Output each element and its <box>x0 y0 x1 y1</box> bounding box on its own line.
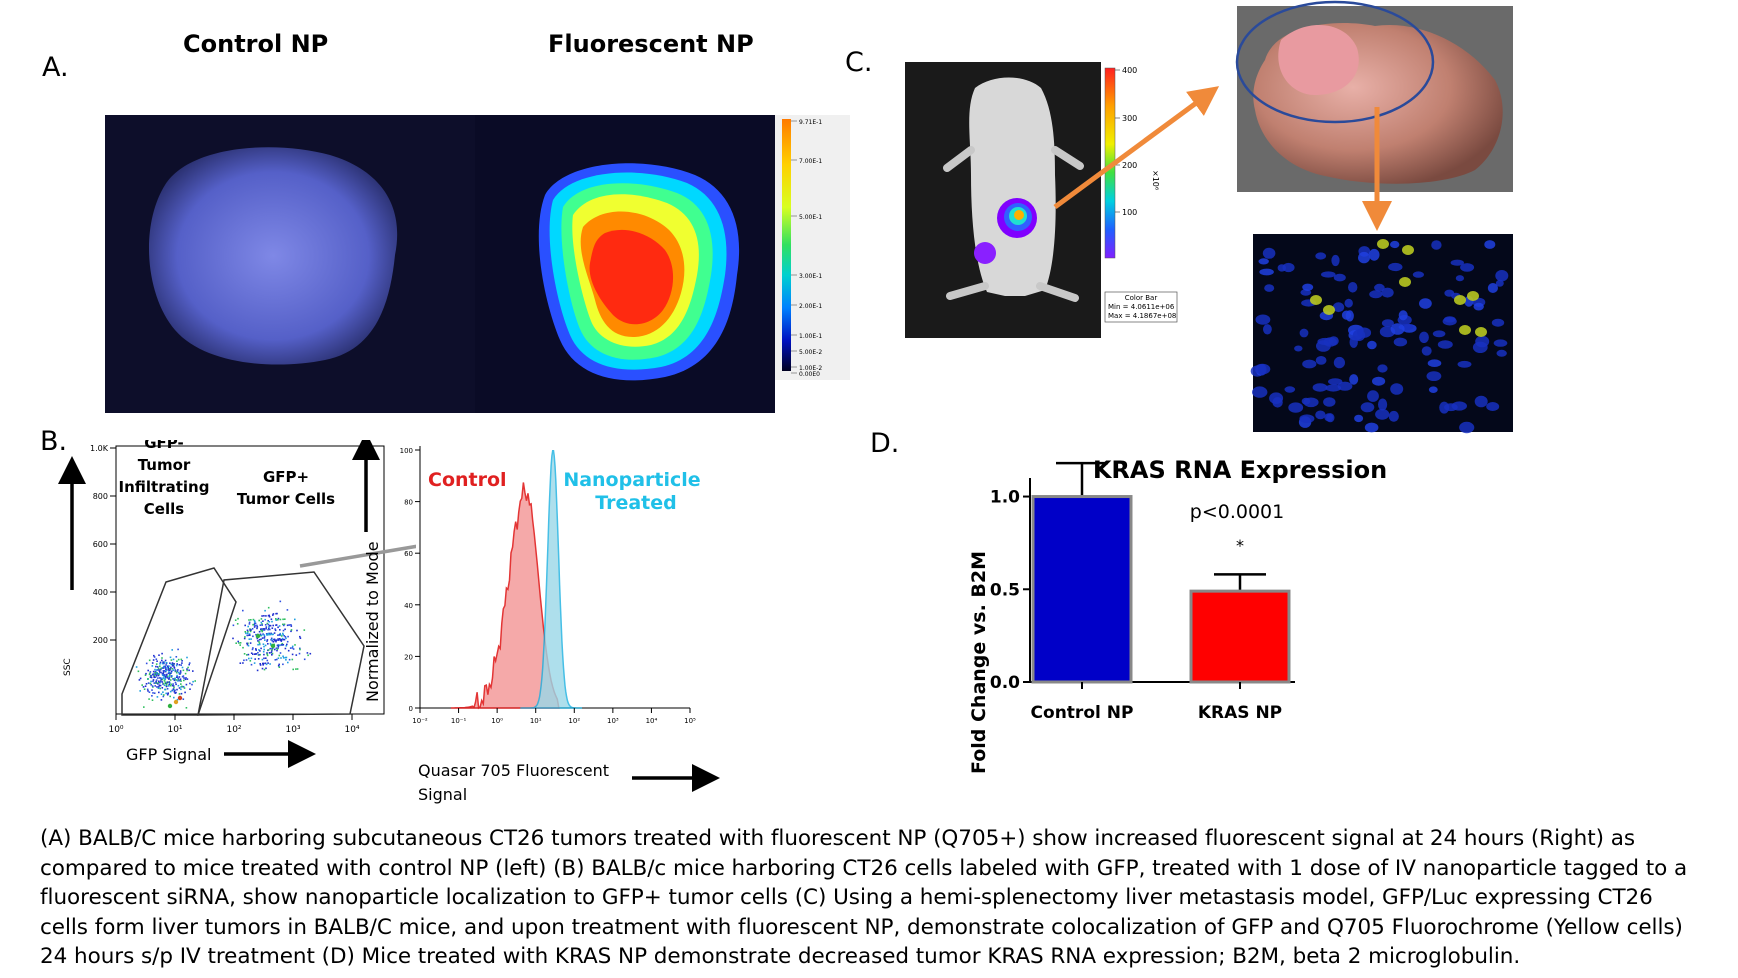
chart-y-tick: 0.0 <box>990 673 1020 693</box>
panel-c-colorbar-min: Min = 4.0611e+06 <box>1108 303 1175 311</box>
panel-d-bar-chart: KRAS RNA Expression Fold Change vs. B2M … <box>968 456 1387 774</box>
histogram-x-tick: 10² <box>568 717 580 725</box>
panel-c-colorbar-unit: ×10⁶ <box>1151 170 1160 190</box>
scatter-y-tick: 200 <box>93 636 108 645</box>
histogram-x-tick: 10⁴ <box>646 717 658 725</box>
scatter-y-axis-label: SSC <box>63 658 73 676</box>
control-tumor-blob <box>148 147 398 365</box>
panel-c-letter: C. <box>845 47 873 78</box>
panel-c-colorbar-max: Max = 4.1867e+08 <box>1108 312 1176 320</box>
panel-a-colorbar-tick: 2.00E-1 <box>799 303 822 310</box>
bar-chart-plot: 0.0 0.5 1.0 Control NP KRAS NP p<0.0001 * <box>990 461 1295 723</box>
scatter-x-ticks: 10⁰ 10¹ 10² 10³ 10⁴ <box>108 714 360 735</box>
significance-star: * <box>1236 536 1244 555</box>
mouse-to-liver-arrow <box>1053 86 1220 210</box>
scatter-y-tick: 800 <box>93 492 108 501</box>
gfp-negative-gate-line: Tumor <box>138 456 191 474</box>
panel-a-colorbar-tick: 3.00E-1 <box>799 273 822 280</box>
panel-c-colorbar-tick: 100 <box>1122 208 1137 217</box>
histogram-x-tick: 10⁻² <box>412 717 428 725</box>
histogram-x-tick: 10⁰ <box>491 717 503 725</box>
control-np-title: Control NP <box>183 30 329 58</box>
gfp-negative-gate-line: Infiltrating <box>119 478 210 496</box>
gfp-negative-gate-line: Cells <box>144 500 184 518</box>
panel-a-colorbar-tick: 1.00E-1 <box>799 333 822 340</box>
panel-c-colorbar-ticks: 400 300 200 100 <box>1115 66 1137 217</box>
panel-d-letter: D. <box>870 428 900 459</box>
gfp-positive-gate-line: Tumor Cells <box>237 490 335 508</box>
scatter-y-tick: 1.0K <box>90 444 109 453</box>
panel-a-colorbar-tick: 7.00E-1 <box>799 158 822 165</box>
chart-y-tick: 1.0 <box>990 488 1020 508</box>
fluorescent-np-title: Fluorescent NP <box>548 30 754 58</box>
histogram-x-tick: 10¹ <box>530 717 542 725</box>
panel-a-colorbar-tick: 5.00E-2 <box>799 349 822 356</box>
panel-b-letter: B. <box>40 426 68 457</box>
panel-c-colorbar-title: Color Bar <box>1125 294 1158 302</box>
gfp-positive-gate-label: GFP+ Tumor Cells <box>237 468 335 508</box>
tumor-circle <box>1235 0 1435 124</box>
panel-a-letter: A. <box>42 52 69 83</box>
histogram-x-tick: 10³ <box>607 717 619 725</box>
chart-y-tick: 0.5 <box>990 580 1020 600</box>
scatter-x-tick: 10² <box>226 725 241 735</box>
histogram-x-tick: 10⁵ <box>684 717 696 725</box>
chart-y-axis-label: Fold Change vs. B2M <box>968 551 990 774</box>
histogram-y-tick: 20 <box>404 653 413 661</box>
histogram-y-ticks: 100 80 60 40 20 0 <box>400 447 420 713</box>
histogram-x-axis-label-1: Quasar 705 Fluorescent <box>418 761 609 780</box>
scatter-x-axis-label: GFP Signal <box>126 745 211 764</box>
panel-c-colorbar-tick: 300 <box>1122 114 1137 123</box>
gfp-positive-gate-line: GFP+ <box>263 468 309 486</box>
gfp-negative-gate-line: GFP- <box>144 440 184 452</box>
panel-c-colorbar-tick: 400 <box>1122 66 1137 75</box>
histogram-x-tick: 10⁻¹ <box>451 717 467 725</box>
histogram-x-axis-label-2: Signal <box>418 785 467 804</box>
histogram-control-curve <box>450 482 560 710</box>
scatter-x-tick: 10¹ <box>167 725 182 735</box>
panel-a-fluorescence-images: 9.71E-1 7.00E-1 5.00E-1 3.00E-1 2.00E-1 1.00E… <box>105 115 850 413</box>
histogram-legend-control: Control <box>428 469 507 491</box>
figure-caption: (A) BALB/C mice harboring subcutaneous C… <box>40 826 1688 970</box>
scatter-dots <box>135 600 312 709</box>
scatter-x-tick: 10³ <box>285 725 300 735</box>
histogram-y-tick: 0 <box>409 705 413 713</box>
chart-x-tick: Control NP <box>1031 703 1134 723</box>
bar <box>1189 589 1291 684</box>
panel-a-colorbar-tick: 0.00E0 <box>799 371 820 378</box>
histogram-y-tick: 100 <box>400 447 413 455</box>
scatter-x-tick: 10⁴ <box>344 725 359 735</box>
gfp-negative-gate <box>121 567 237 716</box>
scatter-y-ticks: 1.0K 800 600 400 200 <box>90 444 116 645</box>
gfp-negative-gate-label: GFP- Tumor Infiltrating Cells <box>119 440 210 518</box>
histogram-legend-treated-line2: Treated <box>595 492 677 514</box>
panel-c-imaging: 400 300 200 100 ×10⁶ Color Bar Min = 4.0611… <box>905 0 1513 434</box>
panel-c-colorbar-tick: 200 <box>1122 161 1137 170</box>
panel-a-colorbar-tick: 9.71E-1 <box>799 119 822 126</box>
chart-title: KRAS RNA Expression <box>1093 456 1387 484</box>
scatter-y-tick: 400 <box>93 588 108 597</box>
histogram-y-axis-label: Normalized to Mode <box>363 541 382 702</box>
histogram-y-tick: 80 <box>404 499 413 507</box>
microscopy-cells <box>1250 239 1509 434</box>
panel-a-colorbar <box>782 119 791 371</box>
histogram-y-tick: 40 <box>404 602 413 610</box>
bar <box>1031 495 1133 684</box>
panel-a-colorbar-ticks: 9.71E-1 7.00E-1 5.00E-1 3.00E-1 2.00E-1 1.00E… <box>791 119 822 378</box>
histogram-y-tick: 60 <box>404 550 413 558</box>
gfp-positive-gate <box>197 571 365 716</box>
chart-x-tick: KRAS NP <box>1198 703 1282 723</box>
histogram-x-ticks: 10⁻² 10⁻¹ 10⁰ 10¹ 10² 10³ 10⁴ 10⁵ <box>412 708 696 725</box>
mouse-silhouette <box>969 77 1056 296</box>
p-value-annotation: p<0.0001 <box>1190 501 1284 523</box>
histogram-treated-curve <box>520 449 582 709</box>
panel-a-colorbar-tick: 5.00E-1 <box>799 214 822 221</box>
scatter-y-tick: 600 <box>93 540 108 549</box>
histogram-legend-treated-line1: Nanoparticle <box>563 469 700 491</box>
scatter-x-tick: 10⁰ <box>108 725 123 735</box>
panel-a-colorbar-tick: 1.00E-2 <box>799 365 822 372</box>
